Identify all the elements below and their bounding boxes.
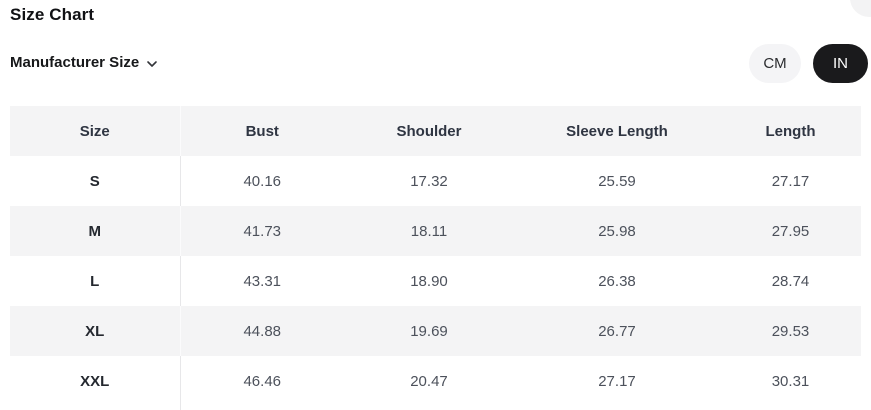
- table-row: S 40.16 17.32 25.59 27.17: [10, 156, 861, 206]
- cell-size: L: [10, 256, 181, 306]
- cell-sleeve-length: 26.38: [514, 256, 720, 306]
- cell-bust: 40.16: [180, 156, 344, 206]
- cell-shoulder: 17.32: [344, 156, 514, 206]
- cell-sleeve-length: 26.77: [514, 306, 720, 356]
- table-header-row: Size Bust Shoulder Sleeve Length Length: [10, 106, 861, 156]
- table-row: M 41.73 18.11 25.98 27.95: [10, 206, 861, 256]
- table-row: L 43.31 18.90 26.38 28.74: [10, 256, 861, 306]
- cell-sleeve-length: 25.59: [514, 156, 720, 206]
- cell-bust: 41.73: [180, 206, 344, 256]
- cell-shoulder: 18.11: [344, 206, 514, 256]
- chevron-down-icon: [145, 55, 159, 71]
- cell-bust: 44.88: [180, 306, 344, 356]
- cell-size: M: [10, 206, 181, 256]
- cell-length: 27.17: [720, 156, 861, 206]
- cell-length: 30.31: [720, 356, 861, 406]
- column-header-shoulder: Shoulder: [344, 106, 514, 156]
- cell-shoulder: 20.47: [344, 356, 514, 406]
- column-header-sleeve-length: Sleeve Length: [514, 106, 720, 156]
- cm-button[interactable]: CM: [749, 44, 801, 83]
- cell-size: XL: [10, 306, 181, 356]
- close-button-partial[interactable]: [850, 0, 871, 17]
- column-header-bust: Bust: [180, 106, 344, 156]
- size-table: Size Bust Shoulder Sleeve Length Length …: [10, 106, 862, 406]
- cell-length: 27.95: [720, 206, 861, 256]
- table-row: XL 44.88 19.69 26.77 29.53: [10, 306, 861, 356]
- manufacturer-size-label: Manufacturer Size: [10, 54, 140, 71]
- cell-shoulder: 19.69: [344, 306, 514, 356]
- table-row: XXL 46.46 20.47 27.17 30.31: [10, 356, 861, 406]
- cell-sleeve-length: 27.17: [514, 356, 720, 406]
- cell-bust: 43.31: [180, 256, 344, 306]
- column-header-length: Length: [720, 106, 861, 156]
- page-title: Size Chart: [10, 5, 95, 24]
- cell-length: 28.74: [720, 256, 861, 306]
- column-divider-extension: [180, 406, 181, 410]
- manufacturer-size-dropdown[interactable]: Manufacturer Size: [10, 54, 159, 71]
- column-header-size: Size: [10, 106, 181, 156]
- unit-toggle: CM IN: [749, 44, 868, 83]
- cell-size: S: [10, 156, 181, 206]
- in-button[interactable]: IN: [813, 44, 868, 83]
- cell-bust: 46.46: [180, 356, 344, 406]
- cell-size: XXL: [10, 356, 181, 406]
- cell-shoulder: 18.90: [344, 256, 514, 306]
- cell-sleeve-length: 25.98: [514, 206, 720, 256]
- cell-length: 29.53: [720, 306, 861, 356]
- size-table-container: Size Bust Shoulder Sleeve Length Length …: [10, 106, 861, 406]
